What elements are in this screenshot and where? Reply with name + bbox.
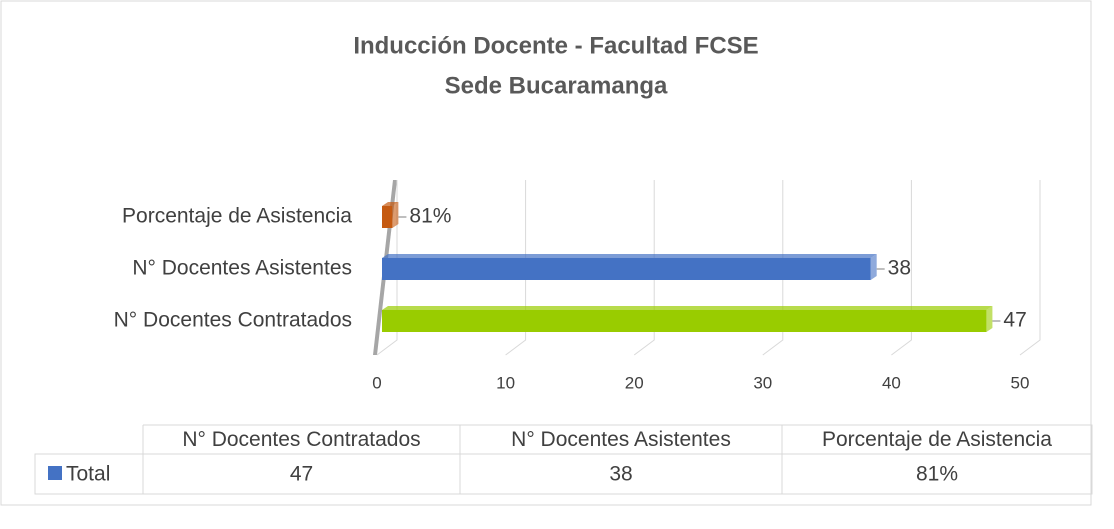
bar: [382, 202, 399, 228]
legend-key: [48, 466, 62, 480]
data-label: 81%: [409, 205, 451, 228]
x-tick-label: 10: [496, 373, 515, 392]
grid-line: [376, 180, 398, 356]
grid-line: [505, 180, 527, 356]
table-header: N° Docentes Asistentes: [511, 428, 731, 451]
legend-label: Total: [66, 463, 110, 486]
bar-face: [382, 310, 987, 332]
bar-face: [382, 202, 399, 206]
bar-face: [382, 258, 871, 280]
bar-face: [382, 254, 877, 258]
grid-line: [762, 180, 784, 356]
chart-title: Sede Bucaramanga: [445, 72, 668, 99]
table-cell: 81%: [916, 463, 958, 486]
bar-face: [382, 206, 393, 228]
table-cell: 47: [290, 463, 313, 486]
bar-face: [870, 254, 877, 280]
grid-line: [633, 180, 655, 356]
x-tick-label: 20: [625, 373, 644, 392]
bar: [382, 306, 993, 332]
y-tick-label: Porcentaje de Asistencia: [122, 205, 352, 228]
x-tick-label: 30: [753, 373, 772, 392]
x-tick-label: 50: [1011, 373, 1030, 392]
data-label: 38: [888, 257, 911, 280]
bar-face: [986, 306, 993, 332]
bar: [382, 254, 877, 280]
y-tick-label: N° Docentes Asistentes: [132, 257, 352, 280]
table-cell: 38: [609, 463, 632, 486]
bar-face: [392, 202, 399, 228]
table-border: [34, 424, 1093, 495]
grid-line: [1019, 180, 1041, 356]
data-label: 47: [1003, 309, 1026, 332]
x-tick-label: 0: [372, 373, 381, 392]
chart-frame: [0, 0, 1092, 506]
y-tick-label: N° Docentes Contratados: [114, 309, 352, 332]
grid-line: [891, 180, 912, 356]
bar-face: [382, 306, 993, 310]
table-header: N° Docentes Contratados: [182, 428, 420, 451]
chart-title: Inducción Docente - Facultad FCSE: [353, 32, 758, 59]
x-tick-label: 40: [882, 373, 901, 392]
table-header: Porcentaje de Asistencia: [822, 428, 1052, 451]
